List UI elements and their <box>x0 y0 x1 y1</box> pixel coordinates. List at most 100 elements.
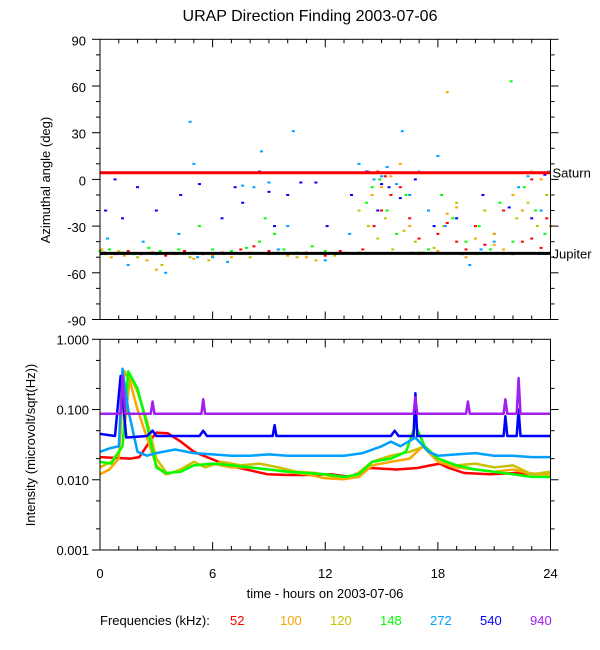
scatter-point <box>372 178 376 181</box>
scatter-point <box>498 201 502 204</box>
x-axis-label: time - hours on 2003-07-06 <box>247 586 404 601</box>
scatter-point <box>445 221 449 224</box>
scatter-point <box>400 130 404 133</box>
scatter-point <box>445 91 449 94</box>
scatter-point <box>451 217 455 220</box>
scatter-point <box>106 237 110 240</box>
scatter-point <box>323 259 327 262</box>
y-tick-label: -30 <box>67 220 86 235</box>
scatter-point <box>357 209 361 212</box>
intensity-panel: 1.000 0.100 0.010 0.001 0 6 12 18 24 <box>56 332 559 581</box>
scatter-point <box>370 186 374 189</box>
azimuth-y-label: Azimuthal angle (deg) <box>38 117 53 243</box>
scatter-point <box>226 260 230 263</box>
chart-title: URAP Direction Finding 2003-07-06 <box>183 8 438 25</box>
scatter-point <box>252 245 256 248</box>
scatter-point <box>323 250 327 253</box>
scatter-point <box>509 80 513 83</box>
scatter-point <box>398 162 402 165</box>
scatter-point <box>241 184 245 187</box>
scatter-point <box>383 217 387 220</box>
scatter-point <box>348 232 352 235</box>
scatter-point <box>121 217 125 220</box>
scatter-point <box>188 256 192 259</box>
scatter-point <box>366 225 370 228</box>
scatter-point <box>520 209 524 212</box>
scatter-point <box>477 225 481 228</box>
x-tick-label: 0 <box>96 566 103 581</box>
scatter-point <box>530 237 534 240</box>
scatter-point <box>426 248 430 251</box>
scatter-point <box>291 130 295 133</box>
scatter-point <box>177 248 181 251</box>
scatter-point <box>378 178 382 181</box>
scatter-point <box>380 175 384 178</box>
scatter-point <box>436 155 440 158</box>
scatter-point <box>145 259 149 262</box>
scatter-point <box>117 250 121 253</box>
scatter-point <box>211 256 215 259</box>
legend-entry-52-khz: 52 <box>230 613 244 628</box>
scatter-point <box>539 178 543 181</box>
scatter-point <box>323 254 327 257</box>
y-tick-label: 0.010 <box>56 473 89 488</box>
scatter-point <box>325 225 329 228</box>
scatter-point <box>387 186 391 189</box>
scatter-point <box>522 186 526 189</box>
scatter-point <box>136 256 140 259</box>
scatter-point <box>154 268 158 271</box>
scatter-point <box>154 209 158 212</box>
scatter-point <box>473 237 477 240</box>
scatter-point <box>383 175 387 178</box>
scatter-point <box>147 246 151 249</box>
scatter-point <box>468 264 472 267</box>
y-tick-label: 90 <box>72 33 86 48</box>
scatter-point <box>443 225 447 228</box>
scatter-point <box>481 193 485 196</box>
series-line-540-khz <box>99 374 551 439</box>
scatter-point <box>241 201 245 204</box>
azimuth-panel: Saturn Jupiter 90 60 30 0 -30 -60 -90 <box>67 33 592 328</box>
scatter-point <box>141 240 145 243</box>
scatter-point <box>252 186 256 189</box>
scatter-point <box>442 225 446 228</box>
legend-title: Frequencies (kHz): <box>100 613 210 628</box>
scatter-point <box>473 225 477 228</box>
scatter-point <box>391 248 395 251</box>
series-148-khz <box>98 80 547 256</box>
scatter-point <box>286 254 290 257</box>
series-line-120-khz <box>99 374 551 479</box>
scatter-point <box>539 209 543 212</box>
scatter-point <box>535 225 539 228</box>
legend-entry-148-khz: 148 <box>380 613 402 628</box>
scatter-point <box>380 183 384 186</box>
x-tick-label: 12 <box>318 566 332 581</box>
legend-entry-272-khz: 272 <box>430 613 452 628</box>
scatter-point <box>211 248 215 251</box>
scatter-point <box>395 232 399 235</box>
scatter-point <box>545 193 549 196</box>
scatter-point <box>543 173 547 176</box>
scatter-point <box>350 193 354 196</box>
scatter-point <box>273 225 277 228</box>
scatter-point <box>455 240 459 243</box>
scatter-point <box>440 193 444 196</box>
scatter-point <box>158 250 162 253</box>
x-tick-label: 18 <box>431 566 445 581</box>
scatter-point <box>100 248 104 251</box>
scatter-point <box>436 232 440 235</box>
series-120-khz <box>104 193 549 267</box>
scatter-point <box>479 248 483 251</box>
scatter-point <box>483 209 487 212</box>
scatter-point <box>389 175 393 178</box>
scatter-point <box>539 246 543 249</box>
scatter-point <box>502 248 506 251</box>
scatter-point <box>365 201 369 204</box>
scatter-point <box>488 248 492 251</box>
series-100-khz <box>100 91 552 271</box>
x-tick-label: 24 <box>543 566 557 581</box>
scatter-point <box>273 232 277 235</box>
scatter-point <box>530 178 534 181</box>
scatter-point <box>545 217 549 220</box>
